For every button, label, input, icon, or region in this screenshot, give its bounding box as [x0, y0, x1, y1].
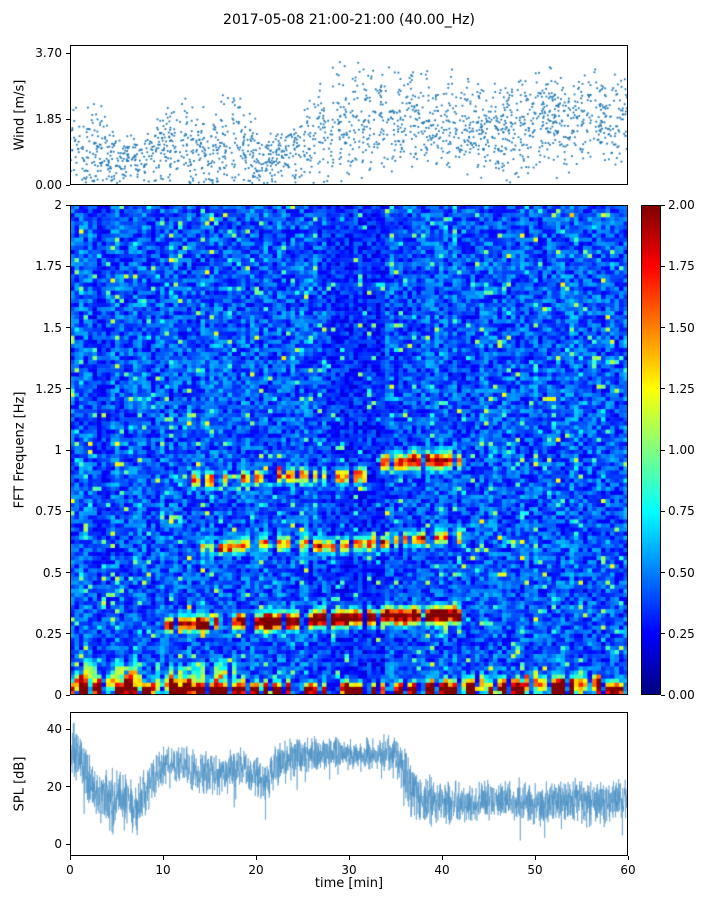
- tick-mark: [661, 265, 665, 267]
- tick-mark: [661, 694, 665, 696]
- y-tick-label: 0: [54, 837, 62, 852]
- tick-mark: [66, 633, 70, 635]
- colorbar-tick-label: 0.75: [668, 504, 695, 519]
- tick-mark: [66, 694, 70, 696]
- x-tick-label: 40: [434, 863, 450, 877]
- tick-mark: [66, 204, 70, 206]
- colorbar-tick-label: 1.25: [668, 381, 695, 396]
- x-tick-label: 60: [620, 863, 636, 877]
- x-axis-label: time [min]: [314, 876, 384, 891]
- tick-mark: [66, 388, 70, 390]
- colorbar-tick-label: 1.75: [668, 259, 695, 274]
- tick-mark: [66, 265, 70, 267]
- x-tick-label: 30: [341, 863, 357, 877]
- tick-mark: [66, 184, 70, 186]
- y-tick-label: 0.00: [35, 178, 62, 192]
- x-tick-label: 50: [527, 863, 543, 877]
- figure-title: 2017-05-08 21:00-21:00 (40.00_Hz): [223, 12, 475, 28]
- spectrogram-plot-area: [70, 205, 628, 695]
- tick-mark: [661, 449, 665, 451]
- wind-scatter-canvas: [70, 45, 628, 185]
- colorbar: [641, 205, 661, 695]
- y-tick-label: 0: [54, 688, 62, 702]
- y-tick-label: 2: [54, 198, 62, 212]
- tick-mark: [534, 856, 536, 860]
- y-tick-label: 1.5: [42, 320, 62, 335]
- x-tick-label: 10: [155, 863, 171, 877]
- colorbar-tick-label: 0.50: [668, 565, 695, 580]
- colorbar-tick-label: 1.50: [668, 320, 695, 335]
- wind-plot-area: [70, 45, 628, 185]
- tick-mark: [661, 388, 665, 390]
- tick-mark: [661, 633, 665, 635]
- tick-mark: [661, 204, 665, 206]
- tick-mark: [69, 856, 71, 860]
- tick-mark: [66, 449, 70, 451]
- y-tick-label: 0.25: [35, 626, 62, 641]
- tick-mark: [627, 856, 629, 860]
- colorbar-tick-label: 2.00: [668, 198, 695, 212]
- x-tick-label: 20: [248, 863, 264, 877]
- tick-mark: [66, 786, 70, 788]
- tick-mark: [66, 118, 70, 120]
- spl-plot-area: [70, 712, 628, 856]
- y-tick-label: 3.70: [35, 46, 62, 61]
- spl-line-canvas: [70, 712, 628, 856]
- tick-mark: [661, 572, 665, 573]
- y-tick-label: 20: [46, 779, 62, 794]
- tick-mark: [162, 856, 164, 860]
- y-tick-label: 1.25: [35, 381, 62, 396]
- tick-mark: [66, 843, 70, 845]
- tick-mark: [66, 728, 70, 730]
- tick-mark: [661, 510, 665, 512]
- colorbar-tick-label: 0.25: [668, 626, 695, 641]
- colorbar-tick-label: 1.00: [668, 443, 695, 457]
- y-tick-label: 1.75: [35, 259, 62, 274]
- tick-mark: [66, 510, 70, 512]
- colorbar-canvas: [641, 205, 661, 695]
- y-tick-label: 40: [46, 722, 62, 737]
- y-tick-label: 0.75: [35, 504, 62, 519]
- spectrogram-canvas: [70, 205, 628, 695]
- y-tick-label: 1: [54, 443, 62, 457]
- tick-mark: [441, 856, 443, 860]
- tick-mark: [661, 327, 665, 328]
- x-tick-label: 0: [66, 863, 74, 877]
- tick-mark: [255, 856, 257, 860]
- tick-mark: [66, 327, 70, 328]
- y-tick-label: 0.5: [42, 565, 62, 580]
- tick-mark: [66, 572, 70, 573]
- y-tick-label: 1.85: [35, 112, 62, 127]
- tick-mark: [348, 856, 350, 860]
- tick-mark: [66, 52, 70, 54]
- colorbar-tick-label: 0.00: [668, 688, 695, 702]
